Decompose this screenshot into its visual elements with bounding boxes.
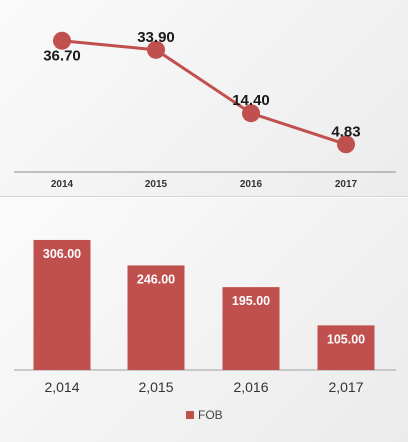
bar-data-label: 105.00 (327, 332, 365, 346)
bar (33, 239, 91, 370)
bar-x-tick-label: 2,015 (138, 379, 173, 395)
bar-x-tick-label: 2,017 (328, 379, 363, 395)
line-x-tick-label: 2015 (145, 179, 168, 190)
line-series (61, 39, 347, 146)
line-chart: 36.70 33.90 14.40 4.83 2014 2015 2016 2017 (14, 29, 396, 190)
bar-data-label: 306.00 (43, 247, 81, 261)
bar-x-tick-label: 2,016 (233, 379, 268, 395)
bar-data-label: 195.00 (232, 294, 270, 308)
line-data-label: 36.70 (43, 48, 81, 65)
line-x-tick-label: 2016 (240, 179, 263, 190)
line-data-label: 14.40 (232, 92, 270, 109)
bar-x-tick-label: 2,014 (44, 379, 79, 395)
bar-chart: 306.00 246.00 195.00 105.00 2,014 2,015 2,016 2… (14, 239, 396, 422)
line-x-tick-label: 2017 (335, 179, 358, 190)
bar (127, 265, 185, 370)
line-data-label: 4.83 (331, 123, 360, 140)
line-chart-panel: 36.70 33.90 14.40 4.83 2014 2015 2016 2017 (0, 0, 408, 197)
legend-label: FOB (198, 408, 223, 422)
line-point (53, 31, 71, 50)
bar (222, 287, 280, 370)
line-point (147, 40, 165, 59)
bar (317, 325, 375, 370)
bar-chart-panel: 306.00 246.00 195.00 105.00 2,014 2,015 2,016 2… (0, 198, 408, 442)
bar-data-label: 246.00 (137, 272, 175, 286)
line-point (242, 104, 260, 123)
line-point (337, 135, 355, 154)
line-data-label: 33.90 (137, 29, 175, 46)
line-x-tick-label: 2014 (51, 179, 74, 190)
legend-swatch (186, 411, 194, 419)
